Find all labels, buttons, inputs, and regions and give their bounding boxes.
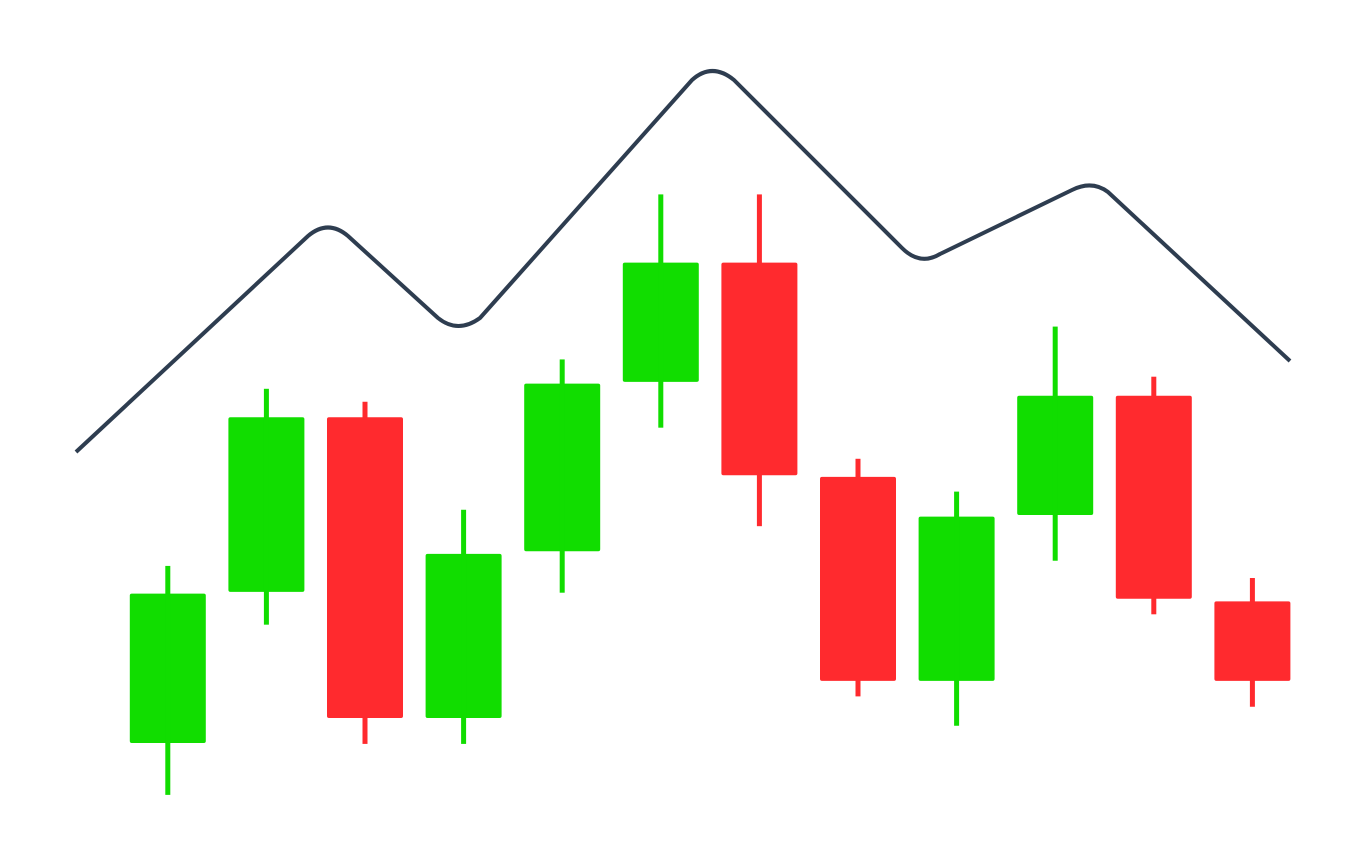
candle-wick — [855, 458, 861, 697]
candle-wick — [559, 359, 565, 593]
candle-wick — [658, 194, 664, 428]
candle-wick — [756, 194, 762, 527]
candle-wick — [263, 388, 269, 625]
trend-line — [74, 69, 1292, 454]
candle-wick — [165, 565, 171, 795]
candle-wick — [1249, 578, 1255, 707]
candle-wick — [362, 401, 368, 744]
candle-wick — [1052, 326, 1058, 561]
candle-wick — [954, 491, 960, 726]
candle-wick — [461, 509, 467, 744]
candle-wick — [1151, 376, 1157, 615]
